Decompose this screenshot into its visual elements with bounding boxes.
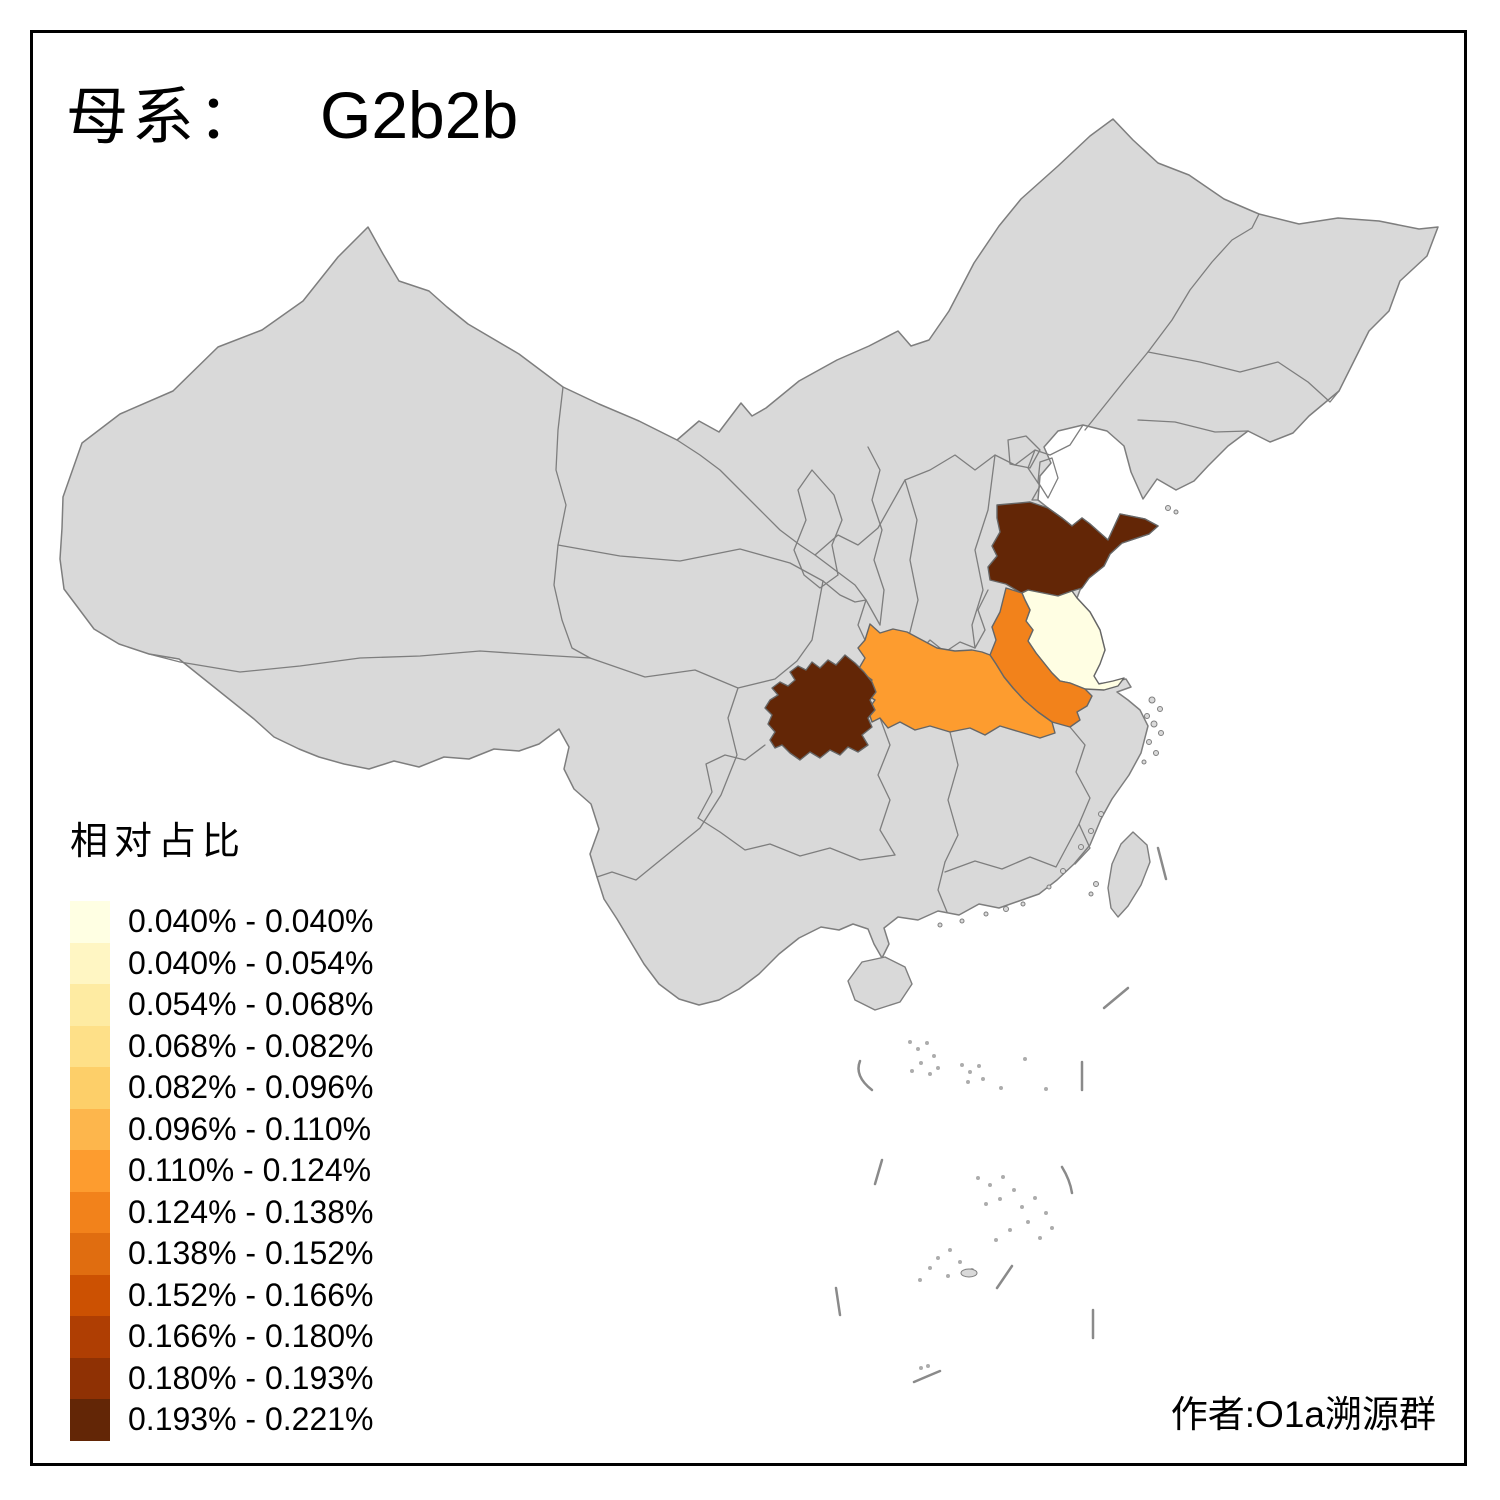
legend-label: 0.166% - 0.180% (128, 1318, 374, 1355)
south-china-sea-islets (908, 1040, 1054, 1370)
legend-row: 0.166% - 0.180% (70, 1316, 374, 1358)
legend-row: 0.110% - 0.124% (70, 1150, 374, 1192)
title-prefix: 母系： (66, 80, 265, 153)
legend-rows: 0.040% - 0.040% 0.040% - 0.054% 0.054% - 0… (70, 901, 374, 1441)
hainan-island (847, 956, 913, 1011)
province-borders (148, 213, 1340, 913)
legend-row: 0.096% - 0.110% (70, 1108, 374, 1150)
legend-row: 0.124% - 0.138% (70, 1191, 374, 1233)
legend-row: 0.054% - 0.068% (70, 984, 374, 1026)
legend-swatch (70, 984, 110, 1026)
legend: 相对占比 0.040% - 0.040% 0.040% - 0.054% 0.054… (70, 810, 374, 1441)
legend-swatch (70, 1067, 110, 1109)
legend-swatch (70, 1233, 110, 1275)
map-title: 母系： G2b2b (66, 66, 518, 156)
legend-swatch (70, 1025, 110, 1067)
nine-dash-line (834, 846, 1168, 1384)
legend-label: 0.082% - 0.096% (128, 1069, 374, 1106)
legend-swatch (70, 1399, 110, 1441)
author-credit: 作者:O1a溯源群 (1170, 1394, 1436, 1435)
legend-label: 0.054% - 0.068% (128, 986, 374, 1023)
legend-label: 0.040% - 0.040% (128, 903, 374, 940)
coastal-islets (937, 505, 1179, 928)
region-chongqing (764, 654, 877, 761)
legend-label: 0.180% - 0.193% (128, 1359, 374, 1396)
legend-label: 0.096% - 0.110% (128, 1110, 372, 1147)
legend-label: 0.152% - 0.166% (128, 1276, 374, 1313)
legend-title: 相对占比 (70, 821, 247, 863)
legend-row: 0.040% - 0.040% (70, 901, 374, 943)
legend-row: 0.138% - 0.152% (70, 1233, 374, 1275)
legend-swatch (70, 901, 110, 943)
legend-row: 0.152% - 0.166% (70, 1274, 374, 1316)
legend-row: 0.040% - 0.054% (70, 942, 374, 984)
legend-label: 0.068% - 0.082% (128, 1027, 374, 1064)
plot-border (30, 30, 1467, 1466)
legend-label: 0.040% - 0.054% (128, 944, 374, 981)
legend-swatch (70, 1108, 110, 1150)
title-haplogroup: G2b2b (320, 78, 519, 152)
taiwan-island (1107, 831, 1151, 918)
legend-swatch (70, 942, 110, 984)
legend-label: 0.193% - 0.221% (128, 1401, 374, 1438)
legend-row: 0.193% - 0.221% (70, 1399, 374, 1441)
legend-label: 0.138% - 0.152% (128, 1235, 374, 1272)
scarborough-islet (960, 1268, 978, 1278)
legend-swatch (70, 1357, 110, 1399)
region-shandong (987, 501, 1159, 597)
legend-row: 0.180% - 0.193% (70, 1357, 374, 1399)
legend-row: 0.068% - 0.082% (70, 1025, 374, 1067)
legend-swatch (70, 1191, 110, 1233)
legend-swatch (70, 1316, 110, 1358)
region-hubei (857, 623, 1056, 739)
legend-swatch (70, 1274, 110, 1316)
legend-swatch (70, 1150, 110, 1192)
legend-row: 0.082% - 0.096% (70, 1067, 374, 1109)
legend-label: 0.124% - 0.138% (128, 1193, 374, 1230)
legend-label: 0.110% - 0.124% (128, 1152, 372, 1189)
